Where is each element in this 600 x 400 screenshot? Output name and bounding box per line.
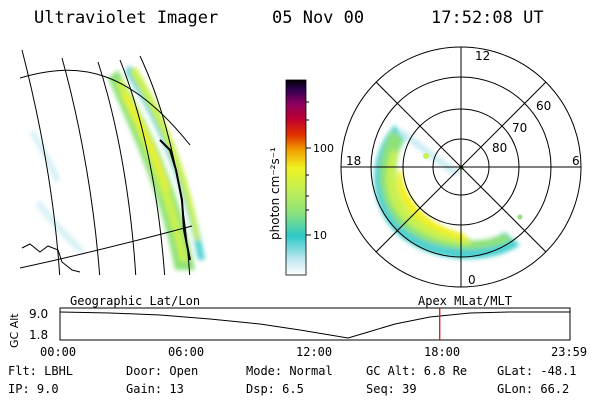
glon-info: GLon: 66.2 xyxy=(497,382,570,396)
apex-panel-label: Apex MLat/MLT xyxy=(418,294,512,308)
time-tick-1800: 18:00 xyxy=(424,345,461,359)
mode-info: Mode: Normal xyxy=(246,364,333,378)
emission-spot xyxy=(517,214,523,220)
dsp-info: Dsp: 6.5 xyxy=(246,382,304,396)
instrument-title: Ultraviolet Imager xyxy=(34,8,219,28)
gain-info: Gain: 13 xyxy=(126,382,184,396)
latitude-lines xyxy=(20,69,193,269)
image-time: 17:52:08 UT xyxy=(431,8,544,28)
imagery-canvas: 100 10 photon cm⁻²s⁻¹ xyxy=(20,46,582,288)
time-tick-0600: 06:00 xyxy=(168,345,205,359)
colorbar: 100 10 photon cm⁻²s⁻¹ xyxy=(268,79,334,276)
mlat-label-80: 80 xyxy=(492,141,507,155)
coastline-2 xyxy=(159,139,191,261)
mlt-label-6: 6 xyxy=(572,154,580,168)
mlt-label-0: 0 xyxy=(468,273,476,287)
geographic-map-panel xyxy=(20,49,205,275)
mlt-label-12: 12 xyxy=(475,49,490,63)
mlt-label-18: 18 xyxy=(346,154,361,168)
mlat-label-60: 60 xyxy=(536,99,551,113)
altitude-plot-frame xyxy=(59,307,571,341)
colorbar-tick-10: 10 xyxy=(313,229,327,242)
colorbar-tick-100: 100 xyxy=(313,142,334,155)
time-tick-2359: 23:59 xyxy=(551,345,588,359)
door-info: Door: Open xyxy=(126,364,199,378)
time-tick-0000: 00:00 xyxy=(40,345,77,359)
altitude-ytick-top: 9.0 xyxy=(29,307,48,321)
altitude-ylabel: GC Alt xyxy=(8,313,21,348)
image-date: 05 Nov 00 xyxy=(272,8,365,28)
ip-info: IP: 9.0 xyxy=(8,382,59,396)
filter-info: Flt: LBHL xyxy=(8,364,74,378)
polar-plot-panel: 12 18 6 0 60 70 80 xyxy=(340,46,582,288)
seq-info: Seq: 39 xyxy=(366,382,417,396)
polar-grid xyxy=(340,46,582,288)
emission-spot xyxy=(423,153,429,159)
altitude-plot: GC Alt 9.0 1.8 xyxy=(8,307,571,348)
altitude-curve xyxy=(59,311,570,339)
time-tick-1200: 12:00 xyxy=(296,345,333,359)
meridian-lines xyxy=(21,49,191,275)
mlat-label-70: 70 xyxy=(512,121,527,135)
gc-alt-info: GC Alt: 6.8 Re xyxy=(366,364,468,378)
glat-info: GLat: -48.1 xyxy=(497,364,577,378)
coastline xyxy=(21,243,81,273)
geographic-panel-label: Geographic Lat/Lon xyxy=(70,294,201,308)
colorbar-label: photon cm⁻²s⁻¹ xyxy=(268,147,282,240)
altitude-ytick-bottom: 1.8 xyxy=(29,328,48,342)
